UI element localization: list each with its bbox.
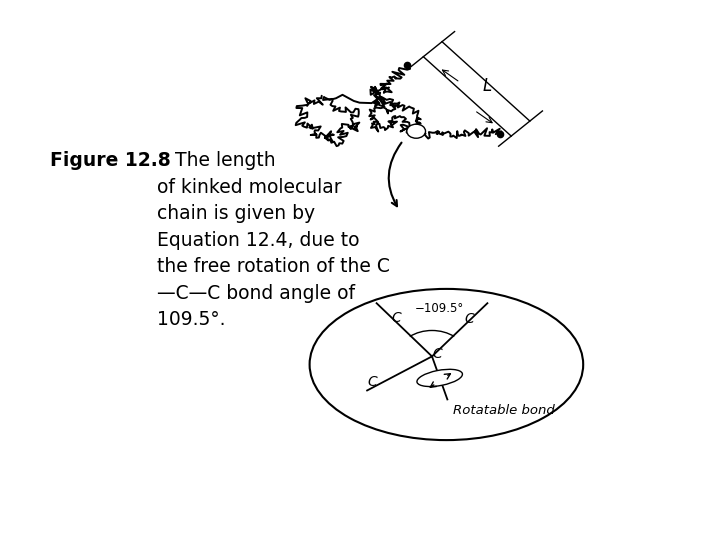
Ellipse shape	[310, 289, 583, 440]
Text: C: C	[392, 311, 402, 325]
Text: C: C	[464, 312, 474, 326]
Text: The length
of kinked molecular
chain is given by
Equation 12.4, due to
the free : The length of kinked molecular chain is …	[157, 151, 390, 329]
Circle shape	[407, 124, 426, 138]
Ellipse shape	[417, 369, 462, 387]
Text: C: C	[367, 375, 377, 389]
Text: Rotatable bond: Rotatable bond	[453, 404, 555, 417]
Text: −109.5°: −109.5°	[415, 302, 464, 315]
Text: Figure 12.8: Figure 12.8	[50, 151, 171, 170]
Text: L: L	[483, 77, 492, 95]
Text: C: C	[433, 347, 443, 361]
